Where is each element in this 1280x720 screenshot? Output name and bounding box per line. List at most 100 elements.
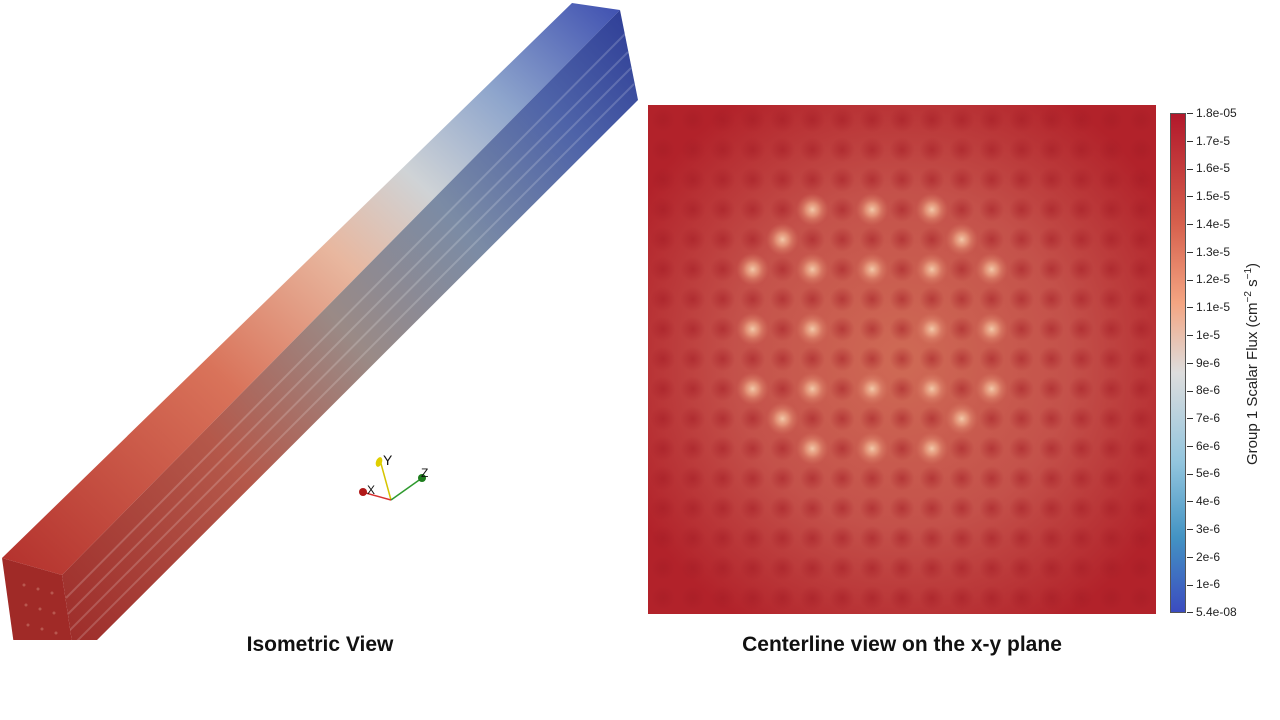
pin-cell: [829, 226, 855, 253]
pin-cell: [949, 256, 975, 282]
guide-tube-hotspot: [915, 432, 949, 466]
pin-cell: [1038, 406, 1064, 432]
guide-tube-hotspot: [766, 223, 799, 256]
pin-cell: [680, 197, 706, 223]
pin-cell: [829, 346, 855, 372]
axis-x-label: X: [367, 483, 375, 497]
pin-cell: [680, 286, 706, 312]
pin-cell: [1128, 346, 1154, 372]
pin-cell: [1038, 555, 1064, 581]
pin-cell: [1068, 197, 1094, 223]
pin-cell: [740, 585, 766, 611]
pin-cell: [740, 406, 766, 432]
pin-cell: [1038, 585, 1064, 611]
pin-cell: [680, 256, 706, 282]
pin-cell: [829, 286, 855, 312]
bar-top-face: [2, 3, 620, 575]
pin-cell: [799, 137, 825, 163]
pin-cell: [1008, 555, 1035, 581]
pin-cell: [680, 346, 706, 372]
pin-cell: [1068, 346, 1094, 372]
pin-cell: [680, 555, 706, 581]
pin-cell: [799, 167, 825, 193]
pin-cell: [799, 406, 825, 432]
pin-cell: [919, 226, 945, 253]
pin-cell: [1038, 197, 1064, 223]
bar-side-streaks: [65, 33, 635, 640]
pin-cell: [1068, 436, 1094, 462]
guide-tube-hotspot: [855, 193, 889, 227]
pin-cell: [650, 316, 676, 342]
pin-cell: [799, 346, 825, 372]
pin-cell: [710, 555, 736, 581]
pin-cell: [1068, 286, 1094, 312]
pin-cell: [680, 585, 706, 611]
pin-cell: [979, 346, 1005, 372]
pin-cell: [829, 525, 855, 551]
guide-tube-hotspot: [975, 252, 1009, 286]
pin-cell: [859, 406, 885, 432]
pin-cell: [829, 316, 855, 342]
centerline-view-caption: Centerline view on the x-y plane: [742, 633, 1062, 656]
pin-cell: [1008, 465, 1035, 492]
pin-cell: [889, 376, 915, 402]
pin-cell: [769, 316, 796, 342]
guide-tube-hotspot: [795, 193, 829, 227]
pin-cell: [710, 226, 736, 253]
pin-cell: [859, 107, 885, 133]
pin-cell: [1038, 495, 1064, 521]
pin-cell: [829, 167, 855, 193]
pin-cell: [979, 286, 1005, 312]
pin-cell: [1068, 256, 1094, 282]
pin-cell: [1038, 316, 1064, 342]
colorbar-title: Group 1 Scalar Flux (cm−2 s−1): [1243, 263, 1261, 465]
guide-tube-hotspot: [736, 252, 770, 286]
pin-cell: [740, 495, 766, 521]
guide-tube-hotspot: [855, 252, 889, 286]
pin-cell: [829, 376, 855, 402]
pin-cell: [710, 316, 736, 342]
pin-cell: [1068, 465, 1094, 492]
pin-cell: [1098, 406, 1124, 432]
colorbar-title-sup2: −1: [1243, 267, 1254, 280]
pin-cell: [979, 585, 1005, 611]
pin-cell: [1098, 197, 1124, 223]
pin-cell: [650, 376, 676, 402]
pin-cell: [949, 585, 975, 611]
guide-tube-hotspot: [975, 312, 1009, 346]
pin-cell: [650, 406, 676, 432]
pin-cell: [769, 436, 796, 462]
pin-cell: [650, 197, 676, 223]
pin-cell: [859, 525, 885, 551]
pin-cell: [949, 555, 975, 581]
colorbar-tick-label: 5e-6: [1187, 467, 1220, 479]
pin-cell: [949, 137, 975, 163]
pin-cell: [1038, 525, 1064, 551]
axis-y-label: Y: [383, 452, 393, 468]
pin-cell: [859, 346, 885, 372]
pin-cell: [919, 406, 945, 432]
pin-cell: [1038, 465, 1064, 492]
pin-cell: [949, 316, 975, 342]
pin-cell: [1128, 316, 1154, 342]
pin-cell: [949, 107, 975, 133]
pin-cell: [919, 465, 945, 492]
pin-cell: [889, 465, 915, 492]
pin-cell: [859, 585, 885, 611]
pin-cell: [799, 555, 825, 581]
pin-cell: [1068, 137, 1094, 163]
pin-cell: [919, 286, 945, 312]
pin-cell: [1128, 465, 1154, 492]
pin-cell: [680, 137, 706, 163]
pin-cell: [650, 286, 676, 312]
pin-cell: [1128, 137, 1154, 163]
pin-cell: [859, 316, 885, 342]
pin-cell: [710, 585, 736, 611]
pin-cell: [680, 107, 706, 133]
colorbar-tick-label: 1e-6: [1187, 578, 1220, 590]
pin-cell: [1038, 346, 1064, 372]
pin-cell: [919, 585, 945, 611]
pin-cell: [710, 286, 736, 312]
pin-cell: [740, 465, 766, 492]
pin-cell: [919, 555, 945, 581]
